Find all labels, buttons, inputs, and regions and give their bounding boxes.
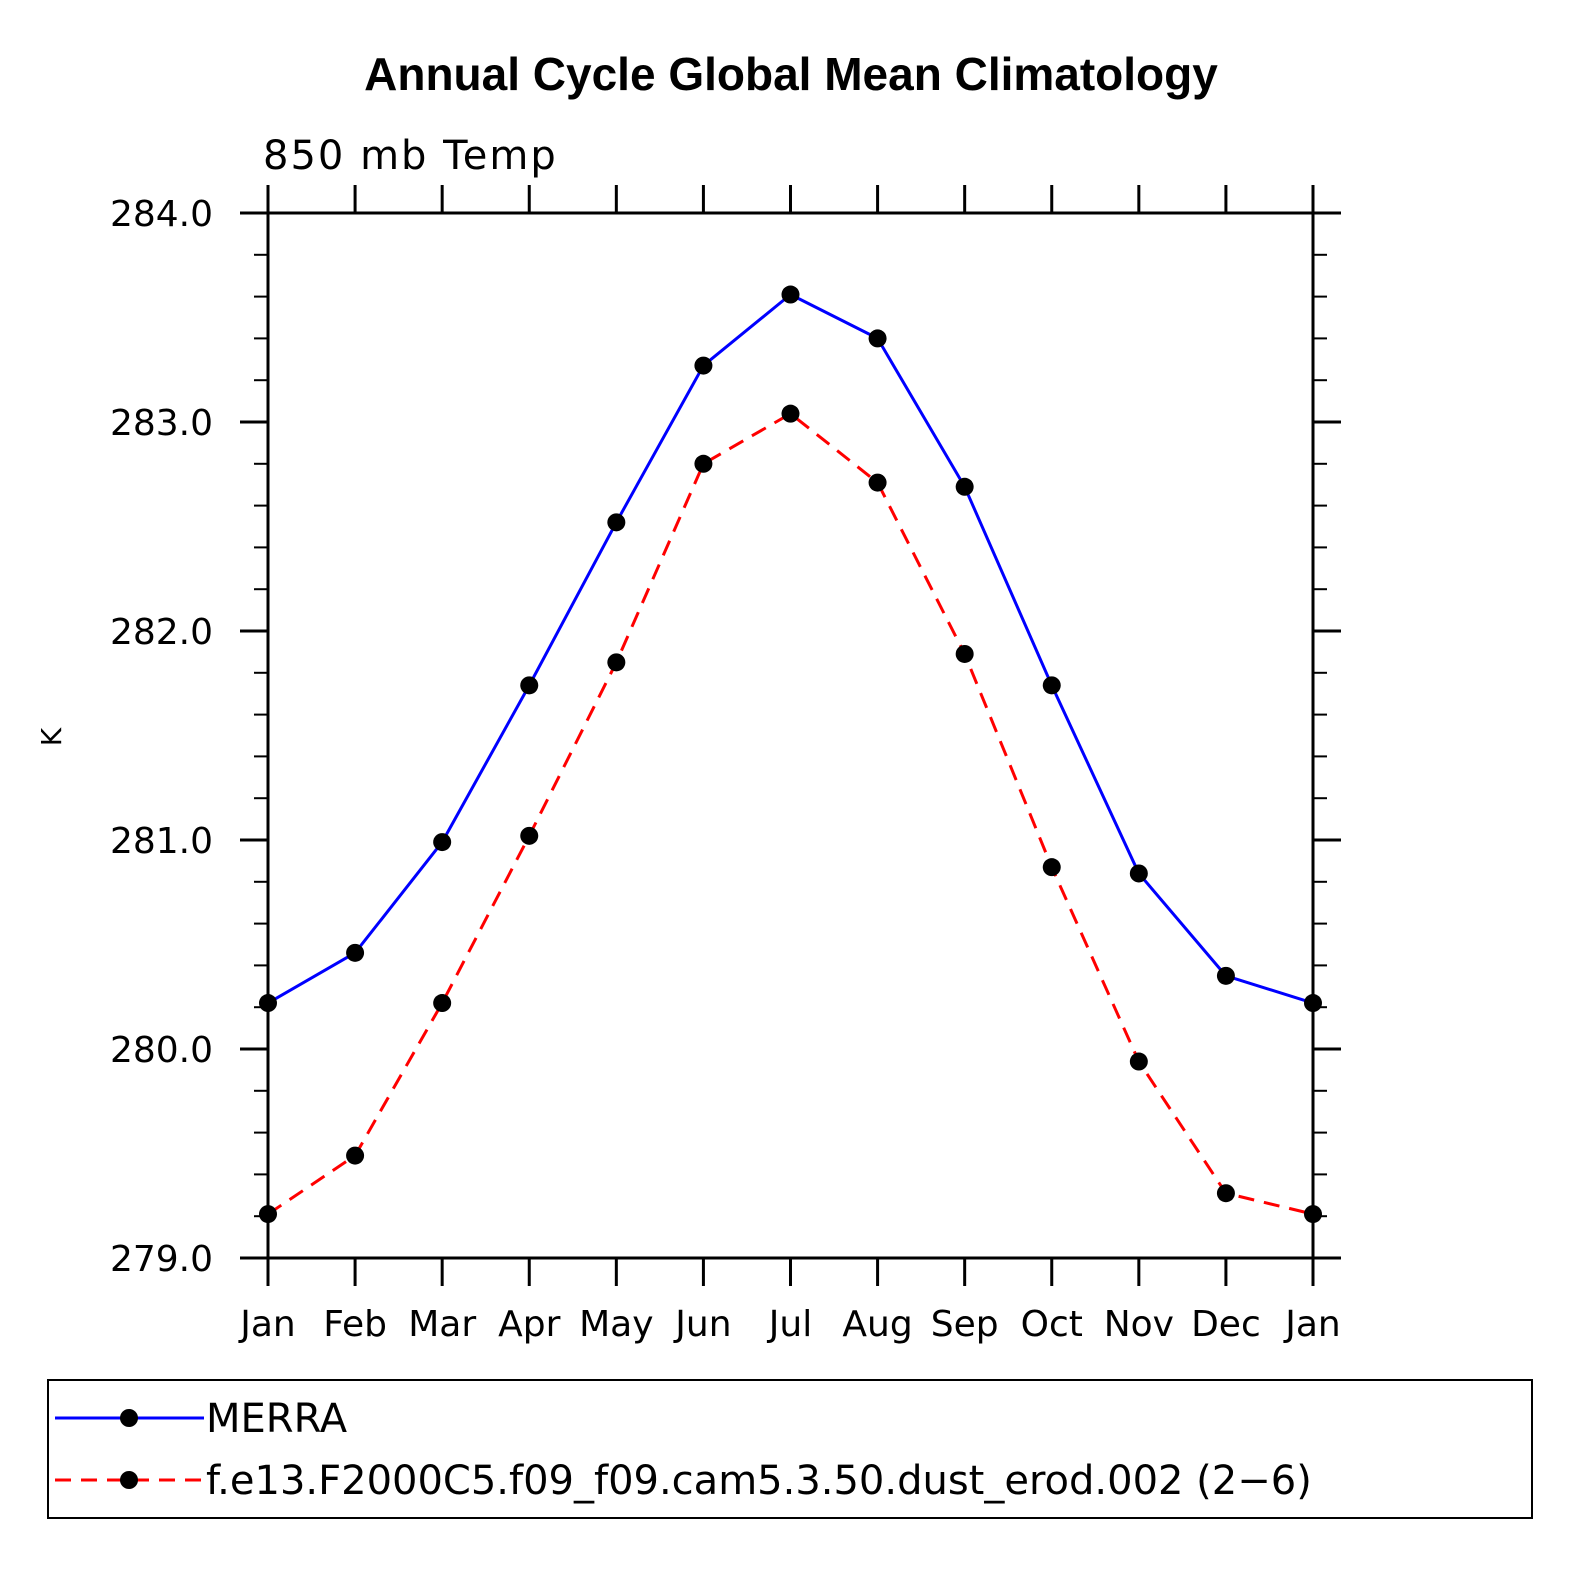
- data-point-0: [520, 676, 539, 695]
- y-tick-label: 282.0: [110, 612, 213, 653]
- data-point-0: [1042, 676, 1061, 695]
- x-tick-label: Nov: [1104, 1304, 1174, 1345]
- legend: MERRA f.e13.F2000C5.f09_f09.cam5.3.50.du…: [47, 1379, 1533, 1519]
- plot-frame: [266, 211, 1315, 1260]
- x-tick-label: Dec: [1191, 1304, 1261, 1345]
- data-point-1: [1129, 1052, 1148, 1071]
- data-point-1: [1216, 1184, 1235, 1203]
- y-tick-label: 284.0: [110, 194, 213, 235]
- legend-box: [47, 1379, 1533, 1519]
- y-tick-label: 281.0: [110, 821, 213, 862]
- x-tick-label: Mar: [408, 1304, 476, 1345]
- data-point-1: [1304, 1205, 1322, 1224]
- legend-label-model: f.e13.F2000C5.f09_f09.cam5.3.50.dust_ero…: [206, 1458, 1312, 1504]
- series-markers: [259, 285, 1322, 1224]
- x-tick-label: Apr: [498, 1304, 560, 1345]
- x-tick-labels: Jan Feb Mar Apr May Jun Jul Aug Sep Oct Nov Dec Jan: [238, 1304, 1341, 1345]
- y-tick-label: 279.0: [110, 1239, 213, 1280]
- data-point-0: [868, 329, 887, 348]
- legend-marker-merra: [120, 1409, 138, 1427]
- x-tick-label: May: [579, 1304, 653, 1345]
- data-point-1: [520, 826, 539, 845]
- data-point-1: [781, 404, 800, 423]
- legend-label-merra: MERRA: [206, 1396, 348, 1442]
- x-tick-label: Aug: [842, 1304, 912, 1345]
- data-point-1: [346, 1146, 365, 1165]
- chart-subtitle: 850 mb Temp: [263, 133, 558, 179]
- data-point-0: [1304, 994, 1322, 1013]
- x-tick-label: Oct: [1021, 1304, 1083, 1345]
- series-line-0: [267, 293, 1314, 1005]
- data-point-0: [1129, 864, 1148, 883]
- chart-title: Annual Cycle Global Mean Climatology: [364, 48, 1218, 100]
- x-tick-label: Feb: [323, 1304, 387, 1345]
- data-point-1: [259, 1205, 277, 1224]
- x-tick-label: Jan: [238, 1304, 296, 1345]
- data-point-1: [1042, 858, 1061, 877]
- data-point-1: [955, 644, 974, 663]
- data-point-0: [781, 285, 800, 304]
- data-point-0: [433, 833, 452, 852]
- data-point-0: [607, 513, 626, 532]
- data-point-1: [694, 454, 713, 473]
- data-point-0: [694, 356, 713, 375]
- legend-marker-model: [120, 1471, 138, 1489]
- y-axis-label: K: [35, 727, 68, 746]
- y-tick-labels: 279.0 280.0 281.0 282.0 283.0 284.0: [110, 194, 213, 1280]
- series-line-1: [267, 412, 1314, 1216]
- y-tick-label: 283.0: [110, 403, 213, 444]
- data-point-0: [259, 994, 277, 1013]
- data-point-0: [1216, 966, 1235, 985]
- data-point-1: [607, 653, 626, 672]
- axis-ticks: [240, 185, 1341, 1286]
- y-tick-label: 280.0: [110, 1030, 213, 1071]
- data-point-1: [433, 994, 452, 1013]
- data-point-1: [868, 473, 887, 492]
- x-tick-label: Sep: [931, 1304, 999, 1345]
- data-point-0: [346, 943, 365, 962]
- x-tick-label: Jun: [673, 1304, 731, 1345]
- series-lines: [267, 293, 1314, 1216]
- data-point-0: [955, 477, 974, 496]
- x-tick-label: Jan: [1283, 1304, 1341, 1345]
- x-tick-label: Jul: [767, 1304, 812, 1345]
